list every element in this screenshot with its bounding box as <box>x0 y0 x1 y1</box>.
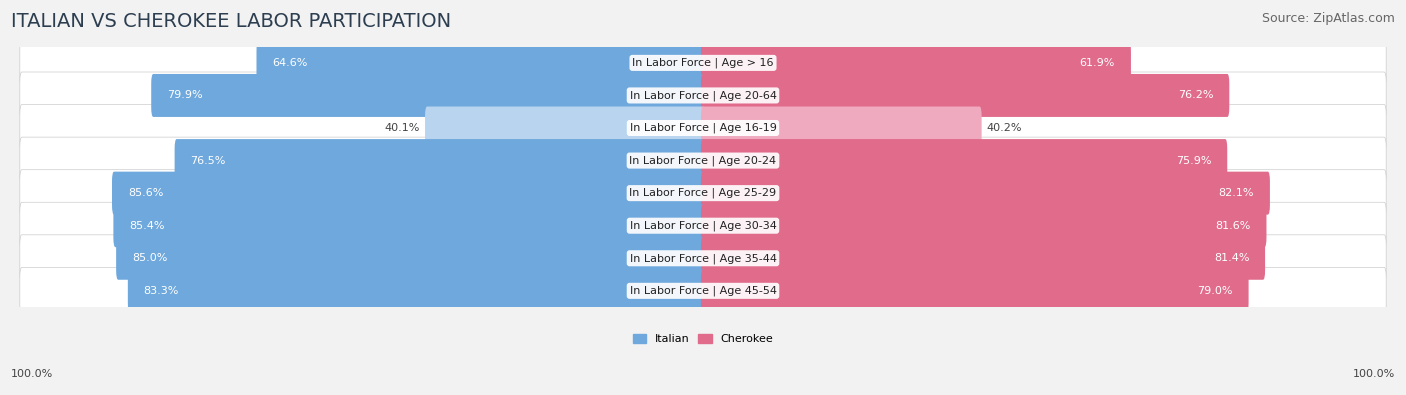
FancyBboxPatch shape <box>20 235 1386 282</box>
Text: In Labor Force | Age 30-34: In Labor Force | Age 30-34 <box>630 220 776 231</box>
FancyBboxPatch shape <box>425 107 704 149</box>
Text: 40.2%: 40.2% <box>987 123 1022 133</box>
FancyBboxPatch shape <box>20 105 1386 151</box>
Text: In Labor Force | Age 20-64: In Labor Force | Age 20-64 <box>630 90 776 101</box>
FancyBboxPatch shape <box>20 170 1386 216</box>
Text: In Labor Force | Age 35-44: In Labor Force | Age 35-44 <box>630 253 776 263</box>
Text: 100.0%: 100.0% <box>11 369 53 379</box>
FancyBboxPatch shape <box>702 204 1267 247</box>
Text: 83.3%: 83.3% <box>143 286 179 296</box>
FancyBboxPatch shape <box>702 107 981 149</box>
Text: 76.5%: 76.5% <box>190 156 226 166</box>
Text: 75.9%: 75.9% <box>1175 156 1212 166</box>
FancyBboxPatch shape <box>702 74 1229 117</box>
FancyBboxPatch shape <box>114 204 704 247</box>
FancyBboxPatch shape <box>20 267 1386 314</box>
FancyBboxPatch shape <box>152 74 704 117</box>
Text: Source: ZipAtlas.com: Source: ZipAtlas.com <box>1261 12 1395 25</box>
Text: 85.4%: 85.4% <box>129 221 165 231</box>
FancyBboxPatch shape <box>117 237 704 280</box>
Text: In Labor Force | Age 16-19: In Labor Force | Age 16-19 <box>630 123 776 133</box>
FancyBboxPatch shape <box>128 269 704 312</box>
Text: 40.1%: 40.1% <box>385 123 420 133</box>
FancyBboxPatch shape <box>702 172 1270 214</box>
Text: 85.0%: 85.0% <box>132 253 167 263</box>
FancyBboxPatch shape <box>702 237 1265 280</box>
Text: In Labor Force | Age 25-29: In Labor Force | Age 25-29 <box>630 188 776 198</box>
Text: 81.4%: 81.4% <box>1213 253 1250 263</box>
Text: 61.9%: 61.9% <box>1080 58 1115 68</box>
Text: 76.2%: 76.2% <box>1178 90 1213 100</box>
Text: 79.9%: 79.9% <box>167 90 202 100</box>
FancyBboxPatch shape <box>702 139 1227 182</box>
FancyBboxPatch shape <box>702 41 1130 85</box>
FancyBboxPatch shape <box>112 172 704 214</box>
FancyBboxPatch shape <box>174 139 704 182</box>
Text: In Labor Force | Age 20-24: In Labor Force | Age 20-24 <box>630 155 776 166</box>
Text: 81.6%: 81.6% <box>1215 221 1251 231</box>
FancyBboxPatch shape <box>20 202 1386 249</box>
FancyBboxPatch shape <box>256 41 704 85</box>
Text: In Labor Force | Age 45-54: In Labor Force | Age 45-54 <box>630 286 776 296</box>
Text: 82.1%: 82.1% <box>1219 188 1254 198</box>
FancyBboxPatch shape <box>702 269 1249 312</box>
Text: 85.6%: 85.6% <box>128 188 163 198</box>
Text: 64.6%: 64.6% <box>273 58 308 68</box>
FancyBboxPatch shape <box>20 137 1386 184</box>
Text: 100.0%: 100.0% <box>1353 369 1395 379</box>
Text: In Labor Force | Age > 16: In Labor Force | Age > 16 <box>633 58 773 68</box>
Legend: Italian, Cherokee: Italian, Cherokee <box>628 329 778 348</box>
Text: ITALIAN VS CHEROKEE LABOR PARTICIPATION: ITALIAN VS CHEROKEE LABOR PARTICIPATION <box>11 12 451 31</box>
FancyBboxPatch shape <box>20 72 1386 119</box>
FancyBboxPatch shape <box>20 40 1386 87</box>
Text: 79.0%: 79.0% <box>1198 286 1233 296</box>
